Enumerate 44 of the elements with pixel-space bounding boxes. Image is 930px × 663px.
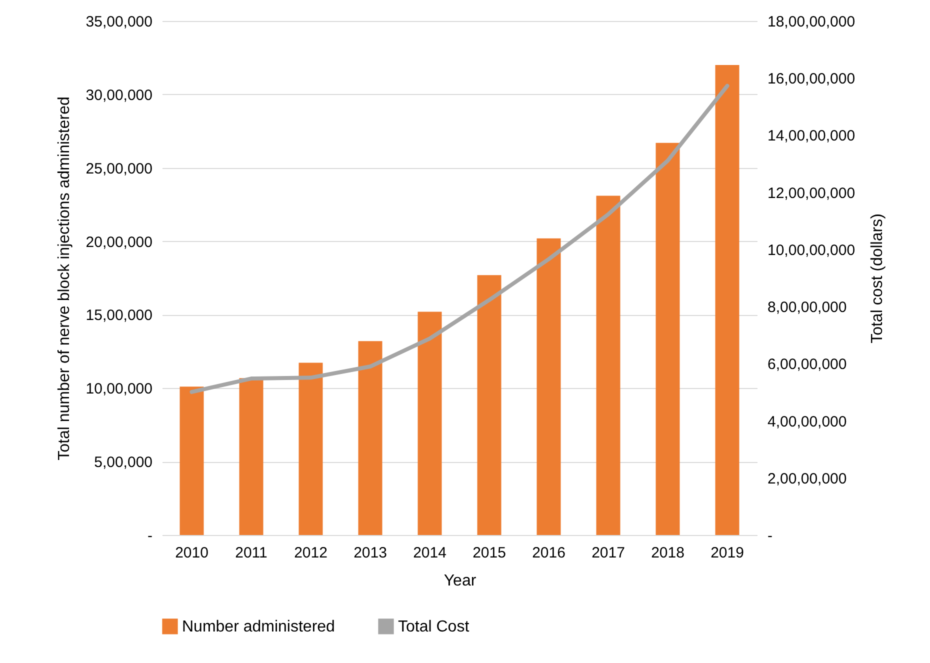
bar: [596, 196, 620, 535]
y2-tick-label: 16,00,00,000: [768, 70, 856, 88]
y2-tick-label: 6,00,00,000: [768, 356, 847, 374]
line-series: [190, 84, 730, 394]
y-tick-label: 5,00,000: [94, 454, 152, 472]
y-tick-label: 30,00,000: [86, 86, 152, 104]
y2-tick-label: 4,00,00,000: [768, 413, 847, 430]
x-tick-label: 2016: [532, 544, 566, 562]
x-tick-label: 2017: [592, 544, 625, 562]
y2-tick-label: 2,00,00,000: [768, 470, 847, 488]
bar: [298, 362, 323, 535]
legend-label: Number administered: [182, 618, 335, 636]
y2-tick-label: 14,00,00,000: [768, 128, 856, 145]
y2-axis-title: Total cost (dollars): [869, 214, 886, 344]
y2-tick-label: 8,00,00,000: [768, 299, 847, 316]
bar: [536, 238, 561, 535]
y2-tick-label: 10,00,00,000: [768, 242, 856, 259]
y-tick-label: 20,00,000: [86, 234, 152, 251]
y2-tick-label: 12,00,00,000: [768, 184, 856, 202]
x-axis-title: Year: [444, 572, 477, 590]
x-tick-label: 2013: [354, 544, 387, 562]
bar: [180, 386, 204, 535]
x-tick-label: 2014: [413, 544, 446, 562]
y-axis-title: Total number of nerve block injections administered: [56, 96, 73, 460]
x-tick-label: 2012: [294, 544, 328, 562]
y2-tick-label: 18,00,00,000: [768, 14, 856, 30]
x-tick-label: 2015: [472, 544, 506, 562]
y-tick-label: 35,00,000: [86, 14, 152, 30]
bar: [358, 341, 382, 535]
y-tick-label: 10,00,000: [86, 380, 152, 398]
y-tick-label: -: [148, 528, 152, 544]
x-tick-label: 2011: [235, 544, 268, 562]
x-tick-label: 2019: [710, 544, 744, 562]
legend-label: Total Cost: [398, 618, 470, 636]
x-tick-label: 2018: [651, 544, 684, 562]
bar: [715, 65, 740, 535]
bar: [477, 275, 502, 535]
x-tick-label: 2010: [175, 544, 208, 562]
bar: [239, 378, 264, 535]
y2-tick-label: -: [768, 528, 772, 544]
bar: [656, 142, 680, 535]
y-tick-label: 25,00,000: [86, 160, 152, 178]
bar: [418, 312, 442, 535]
y-tick-label: 15,00,000: [86, 307, 152, 324]
